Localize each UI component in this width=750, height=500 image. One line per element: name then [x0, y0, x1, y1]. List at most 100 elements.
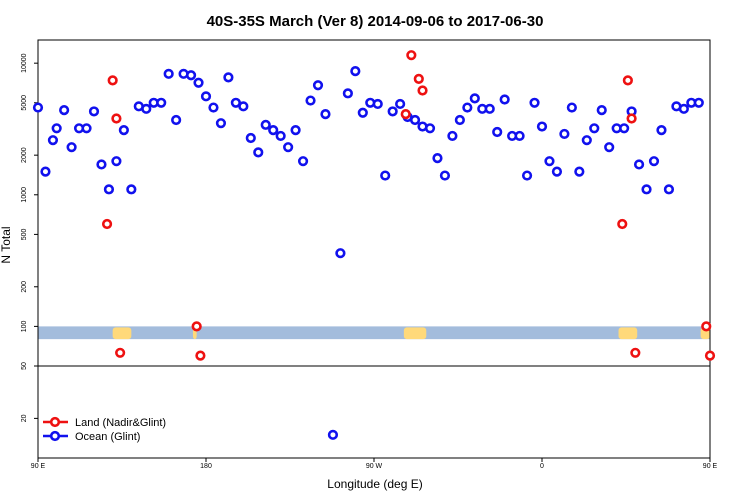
- ocean-point: [492, 126, 503, 138]
- ocean-point: [111, 156, 122, 167]
- land-point: [400, 109, 411, 120]
- ocean-point: [514, 130, 525, 142]
- y-tick-label: 500: [21, 228, 28, 240]
- land-series: [101, 50, 716, 361]
- ocean-point: [275, 130, 286, 142]
- ocean-point: [581, 135, 592, 146]
- ocean-point: [185, 70, 197, 81]
- ocean-point: [342, 88, 353, 99]
- ocean-point: [305, 95, 316, 106]
- ocean-point: [656, 125, 667, 136]
- ocean-point: [118, 125, 129, 136]
- land-point: [701, 321, 712, 332]
- ocean-point: [126, 184, 137, 195]
- ocean-point: [439, 170, 451, 181]
- ocean-point: [499, 94, 510, 105]
- ocean-point: [245, 132, 256, 144]
- ocean-point: [641, 184, 652, 195]
- ocean-point: [40, 166, 51, 177]
- ocean-point: [395, 98, 406, 110]
- ocean-point: [544, 156, 555, 167]
- ocean-point: [260, 119, 271, 130]
- y-tick-label: 10000: [21, 53, 28, 73]
- ocean-point: [409, 114, 421, 126]
- land-point: [406, 50, 417, 61]
- ocean-point: [81, 123, 92, 134]
- ocean-point: [208, 102, 219, 113]
- ocean-point: [589, 123, 600, 134]
- ocean-point: [663, 184, 675, 195]
- y-tick-label: 20: [21, 414, 28, 422]
- ocean-point: [604, 142, 615, 153]
- y-tick-label: 100: [21, 320, 28, 332]
- ocean-point: [380, 170, 391, 181]
- land-point: [111, 113, 122, 124]
- land-point: [191, 321, 202, 332]
- ocean-point: [357, 107, 368, 118]
- legend-label: Ocean (Glint): [75, 431, 140, 443]
- x-tick-label: 90 E: [31, 463, 46, 470]
- land-point: [101, 218, 113, 230]
- ocean-point: [551, 166, 563, 177]
- ocean-point: [193, 77, 204, 88]
- chart-title: 40S-35S March (Ver 8) 2014-09-06 to 2017…: [207, 13, 544, 30]
- land-point: [630, 347, 641, 358]
- ocean-point: [387, 106, 398, 117]
- land-point: [622, 75, 633, 86]
- land-point: [417, 85, 428, 96]
- ocean-point: [103, 184, 115, 195]
- ocean-point: [238, 101, 249, 112]
- ocean-point: [290, 125, 301, 136]
- ocean-point: [215, 118, 227, 129]
- ocean-point: [268, 125, 279, 136]
- ocean-point: [163, 68, 174, 79]
- ocean-point: [335, 248, 346, 259]
- land-point: [617, 218, 628, 230]
- ocean-point: [432, 152, 443, 164]
- x-tick-label: 90 W: [366, 463, 383, 470]
- ocean-point: [156, 97, 167, 108]
- land-point: [107, 75, 118, 86]
- ocean-series: [32, 66, 704, 440]
- ocean-point: [51, 123, 62, 134]
- ocean-point: [171, 114, 182, 126]
- x-tick-label: 180: [200, 463, 212, 470]
- ocean-point: [312, 80, 324, 91]
- land-patch: [618, 327, 638, 340]
- land-patch: [403, 327, 427, 340]
- y-tick-label: 50: [21, 362, 28, 370]
- land-patch: [112, 327, 132, 340]
- ocean-point: [59, 104, 70, 116]
- ocean-point: [96, 159, 107, 170]
- ocean-point: [566, 102, 577, 113]
- y-axis: 20 50 100 200 500 1000 2000 5000 10000: [21, 53, 38, 422]
- ocean-point: [350, 66, 361, 77]
- x-tick-label: 90 E: [703, 463, 718, 470]
- ocean-point: [283, 142, 294, 153]
- land-point: [115, 347, 126, 358]
- ocean-point: [88, 106, 100, 117]
- legend-label: Land (Nadir&Glint): [75, 417, 166, 429]
- ocean-point: [462, 102, 473, 113]
- ocean-point: [454, 114, 465, 126]
- ocean-point: [32, 102, 44, 113]
- ocean-point: [648, 156, 660, 167]
- x-axis-label: Longitude (deg E): [327, 477, 422, 491]
- ocean-point: [559, 128, 570, 140]
- ocean-point: [320, 109, 331, 120]
- y-tick-label: 1000: [21, 187, 28, 203]
- ocean-point: [200, 91, 212, 102]
- ocean-point: [47, 135, 59, 146]
- y-tick-label: 200: [21, 281, 28, 293]
- land-point: [195, 350, 206, 361]
- land-band-rect: [38, 326, 710, 340]
- ocean-point: [141, 103, 152, 114]
- ocean-point: [693, 97, 704, 108]
- ocean-point: [469, 93, 480, 104]
- x-axis: 90 E 180 90 W 0 90 E: [31, 458, 718, 470]
- ocean-point: [372, 98, 383, 110]
- ocean-point: [253, 147, 264, 158]
- ocean-point: [619, 123, 630, 134]
- legend-marker: [49, 416, 61, 428]
